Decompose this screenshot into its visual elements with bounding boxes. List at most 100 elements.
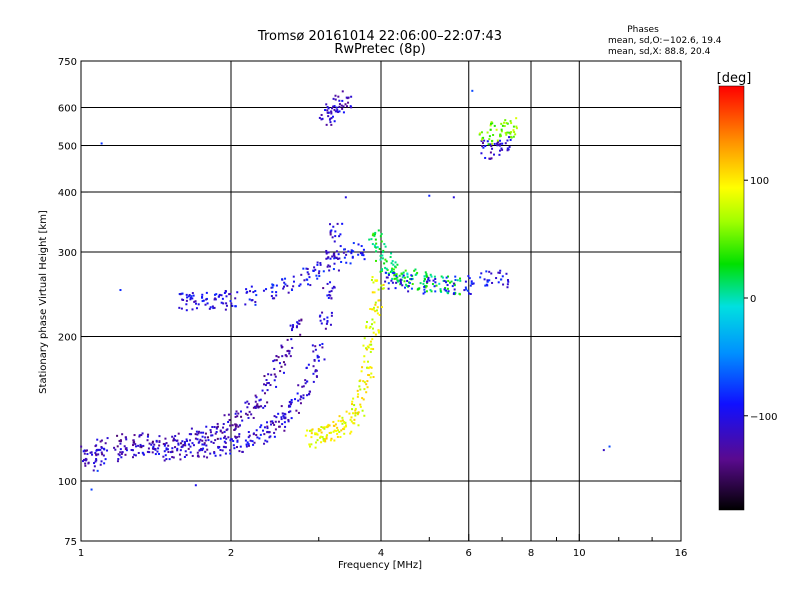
data-point bbox=[84, 464, 87, 467]
data-point bbox=[266, 430, 269, 433]
data-point bbox=[185, 454, 188, 457]
data-point bbox=[490, 122, 493, 125]
data-point bbox=[369, 365, 372, 368]
data-point bbox=[329, 121, 332, 124]
plot-area: 1 2 4 6 8 10 16 75 100 200 300 400 500 600 750 bbox=[58, 57, 687, 559]
data-point bbox=[93, 462, 96, 465]
data-point bbox=[299, 398, 302, 401]
data-point bbox=[451, 285, 454, 288]
chart-subtitle: RwPretec (8p) bbox=[334, 42, 425, 57]
data-point bbox=[443, 279, 446, 282]
data-point bbox=[342, 105, 345, 108]
data-point bbox=[319, 263, 322, 266]
data-point bbox=[438, 282, 441, 285]
data-point bbox=[340, 429, 343, 432]
data-point bbox=[209, 306, 212, 309]
data-point bbox=[315, 369, 318, 372]
data-point bbox=[165, 442, 168, 445]
data-point bbox=[403, 280, 406, 283]
data-point bbox=[319, 436, 322, 439]
data-point bbox=[154, 453, 157, 456]
data-point bbox=[338, 257, 341, 260]
data-point bbox=[379, 258, 382, 261]
data-point bbox=[255, 396, 258, 399]
data-point bbox=[141, 451, 144, 454]
data-point bbox=[363, 388, 366, 391]
data-point bbox=[287, 418, 290, 421]
data-point bbox=[287, 291, 290, 294]
data-point bbox=[453, 288, 456, 291]
data-point bbox=[247, 436, 250, 439]
data-point bbox=[305, 267, 308, 270]
data-point bbox=[434, 290, 437, 293]
data-point bbox=[392, 263, 395, 266]
data-point bbox=[353, 404, 356, 407]
data-point bbox=[236, 415, 239, 418]
data-point bbox=[371, 234, 374, 237]
data-point bbox=[343, 432, 346, 435]
data-point bbox=[302, 385, 305, 388]
data-point bbox=[327, 296, 330, 299]
data-point bbox=[124, 453, 127, 456]
data-point bbox=[229, 439, 232, 442]
data-point bbox=[194, 300, 197, 303]
data-point bbox=[338, 415, 341, 418]
data-point bbox=[357, 243, 360, 246]
data-point bbox=[395, 275, 398, 278]
data-point bbox=[132, 444, 135, 447]
data-point bbox=[95, 458, 98, 461]
data-point bbox=[251, 440, 254, 443]
data-point bbox=[213, 451, 216, 454]
data-point bbox=[328, 424, 331, 427]
data-point bbox=[338, 99, 341, 102]
data-point bbox=[390, 279, 393, 282]
data-point bbox=[333, 257, 336, 260]
data-point bbox=[179, 293, 182, 296]
data-point bbox=[244, 303, 247, 306]
data-point bbox=[147, 433, 150, 436]
data-point bbox=[256, 403, 259, 406]
data-point bbox=[415, 273, 418, 276]
data-point bbox=[284, 425, 287, 428]
data-point bbox=[187, 447, 190, 450]
data-point bbox=[94, 445, 97, 448]
data-point bbox=[357, 424, 360, 427]
data-point bbox=[235, 436, 238, 439]
data-point bbox=[255, 429, 258, 432]
data-point bbox=[368, 343, 371, 346]
data-point bbox=[391, 260, 394, 263]
data-point bbox=[212, 441, 215, 444]
data-point bbox=[286, 284, 289, 287]
data-point bbox=[205, 291, 208, 294]
data-point bbox=[290, 338, 293, 341]
data-point bbox=[218, 293, 221, 296]
data-point bbox=[392, 272, 395, 275]
data-point bbox=[174, 446, 177, 449]
data-point bbox=[515, 125, 518, 128]
data-point bbox=[186, 440, 189, 443]
data-point bbox=[347, 101, 350, 104]
data-point bbox=[252, 416, 255, 419]
data-point bbox=[498, 144, 501, 147]
data-point bbox=[263, 383, 266, 386]
data-point bbox=[481, 145, 484, 148]
data-point bbox=[124, 436, 127, 439]
data-point bbox=[225, 437, 228, 440]
data-point bbox=[252, 406, 255, 409]
data-point bbox=[427, 278, 430, 281]
data-point bbox=[201, 449, 204, 452]
data-point bbox=[499, 139, 502, 142]
data-point bbox=[331, 115, 334, 118]
data-point bbox=[271, 290, 274, 293]
data-point bbox=[367, 346, 370, 349]
data-point bbox=[222, 423, 225, 426]
data-point bbox=[329, 223, 332, 226]
data-point bbox=[339, 436, 342, 439]
data-point bbox=[410, 278, 413, 281]
data-point bbox=[482, 136, 485, 139]
data-point bbox=[491, 122, 494, 125]
data-point bbox=[498, 271, 501, 274]
data-point bbox=[266, 382, 269, 385]
data-point bbox=[325, 257, 328, 260]
data-point bbox=[114, 448, 117, 451]
